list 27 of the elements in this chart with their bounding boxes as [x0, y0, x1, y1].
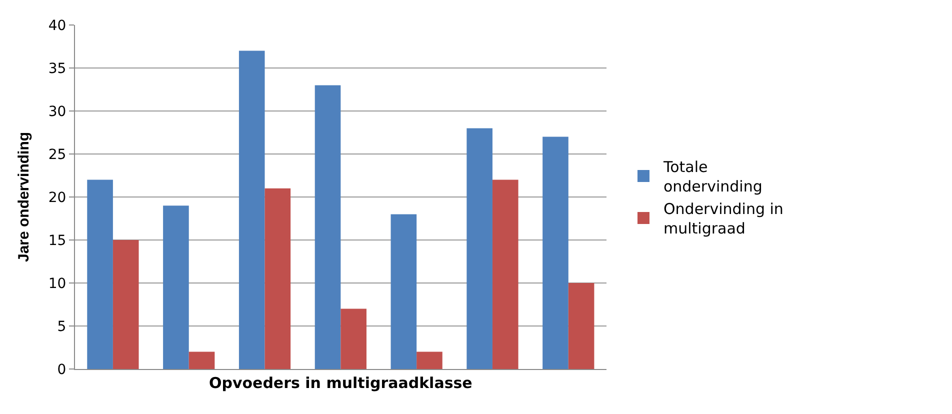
bar — [188, 352, 215, 369]
bar — [112, 240, 139, 369]
x-axis-title: Opvoeders in multigraadklasse — [208, 374, 472, 392]
legend-label: Ondervinding in multigraad — [663, 200, 784, 238]
bar — [314, 85, 341, 369]
y-tick-label: 40 — [48, 18, 66, 34]
y-tick-label: 25 — [48, 146, 66, 163]
bar — [163, 206, 189, 369]
bar — [416, 352, 442, 369]
y-tick-label: 35 — [48, 60, 66, 77]
bar — [340, 308, 366, 369]
y-tick-label: 0 — [57, 362, 66, 378]
bar — [568, 283, 594, 369]
bar — [264, 188, 291, 369]
bar — [87, 180, 113, 369]
bar — [466, 128, 492, 369]
y-tick-label: 20 — [48, 190, 66, 206]
y-tick-label: 30 — [48, 104, 66, 120]
legend-label: Totale ondervinding — [662, 158, 762, 196]
y-tick-label: 15 — [48, 232, 66, 249]
y-tick-label: 10 — [48, 276, 66, 292]
bar — [238, 50, 265, 369]
y-axis-title: Jare ondervinding — [16, 132, 33, 262]
bar — [492, 180, 518, 369]
bar — [542, 136, 568, 369]
bar — [390, 214, 417, 369]
y-tick-label: 5 — [57, 318, 66, 335]
